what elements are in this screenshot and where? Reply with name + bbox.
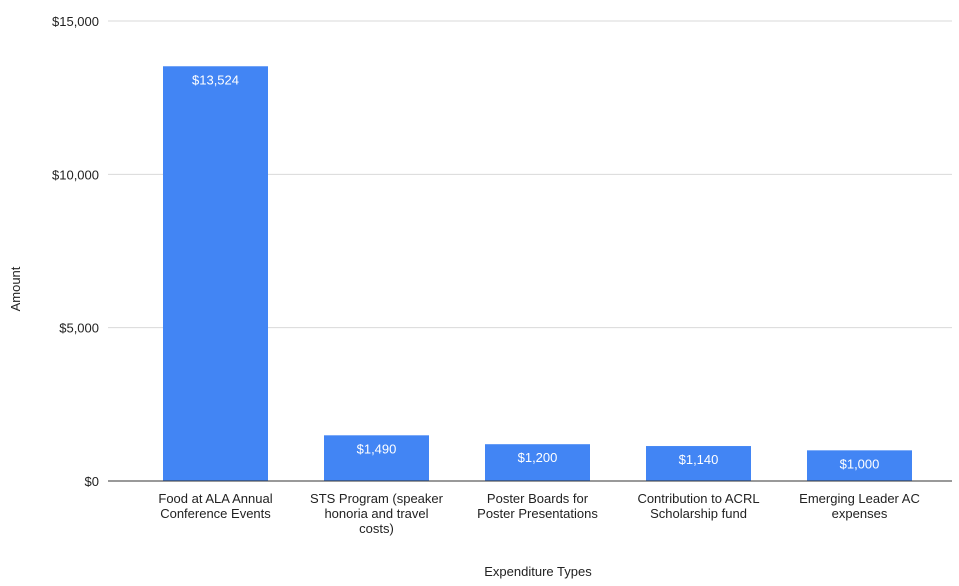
y-tick-label: $0 xyxy=(85,474,99,489)
x-tick-label: Contribution to ACRL Scholarship fund xyxy=(637,491,759,521)
x-tick-label: Poster Boards for Poster Presentations xyxy=(477,491,598,521)
x-tick-label: Food at ALA Annual Conference Events xyxy=(158,491,272,521)
x-axis-title: Expenditure Types xyxy=(484,564,592,579)
data-labels: $13,524 $1,490 $1,200 $1,140 $1,000 xyxy=(192,72,879,471)
data-label: $1,490 xyxy=(357,441,397,456)
data-label: $1,000 xyxy=(840,456,880,471)
bar xyxy=(807,450,912,481)
x-axis-ticks: Food at ALA Annual Conference Events STS P… xyxy=(158,491,919,536)
bar xyxy=(646,446,751,481)
bars xyxy=(163,66,912,481)
bar xyxy=(324,435,429,481)
y-axis-title: Amount xyxy=(8,266,23,311)
y-tick-label: $5,000 xyxy=(59,321,99,336)
bar xyxy=(485,444,590,481)
y-tick-label: $10,000 xyxy=(52,167,99,182)
data-label: $1,200 xyxy=(518,450,558,465)
bar xyxy=(163,66,268,481)
x-tick-label: Emerging Leader AC expenses xyxy=(799,491,920,521)
y-tick-label: $15,000 xyxy=(52,14,99,29)
y-axis-ticks: $0 $5,000 $10,000 $15,000 xyxy=(52,14,99,489)
x-tick-label: STS Program (speaker honoria and travel co… xyxy=(310,491,444,536)
data-label: $1,140 xyxy=(679,452,719,467)
data-label: $13,524 xyxy=(192,72,239,87)
